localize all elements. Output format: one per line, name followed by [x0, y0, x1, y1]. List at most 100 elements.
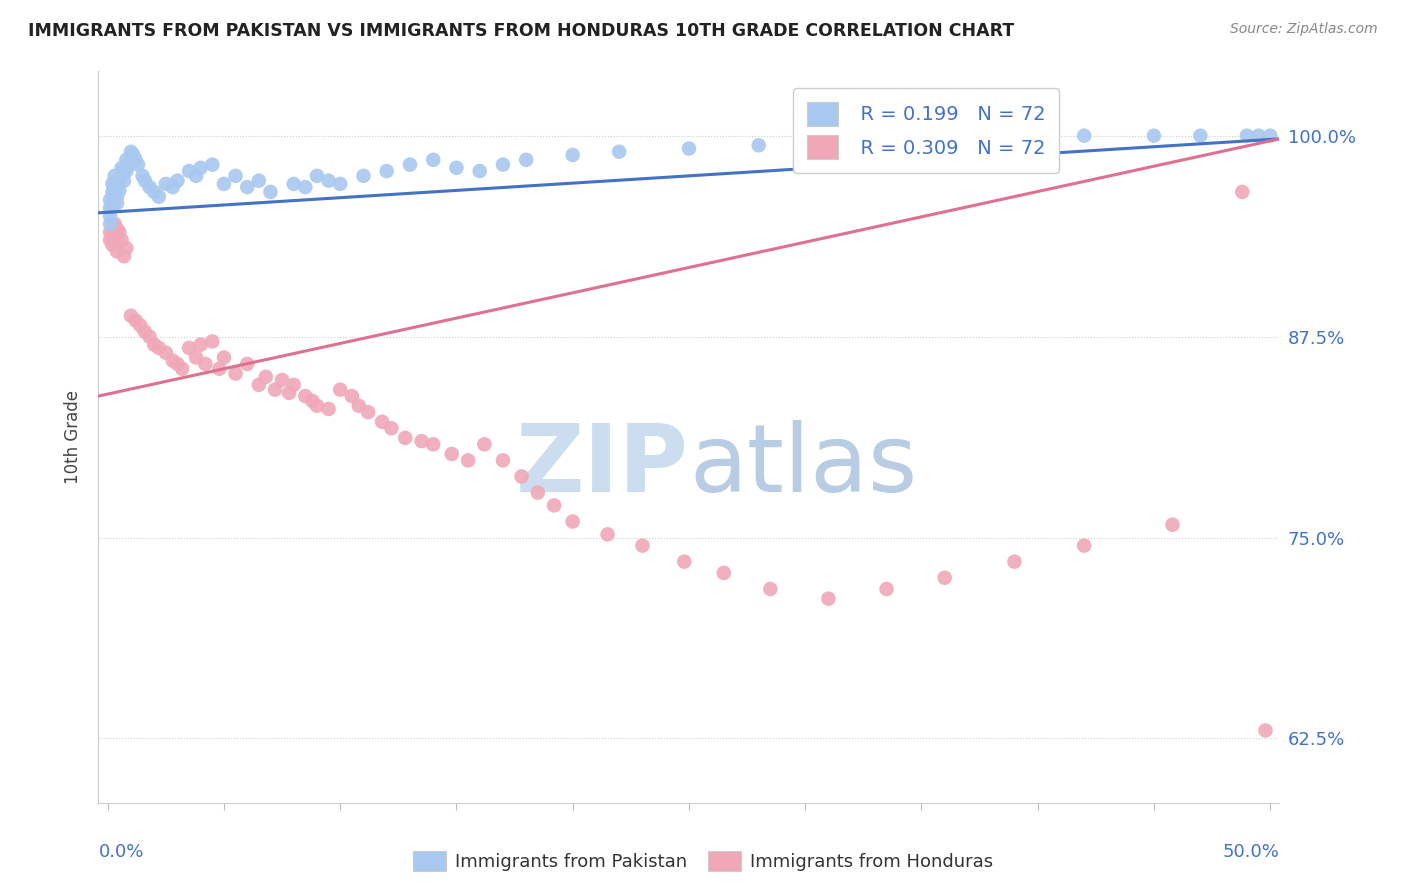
Point [143, 337, 166, 351]
Point [472, 437, 495, 451]
Point [148, 341, 170, 355]
Point [134, 174, 156, 188]
Point [98, 217, 121, 231]
Point [1026, 130, 1049, 145]
Point [101, 185, 124, 199]
Point [131, 169, 153, 183]
Point [98, 193, 121, 207]
Point [104, 217, 127, 231]
Point [329, 383, 352, 397]
Point [422, 153, 444, 167]
Point [143, 185, 166, 199]
Point [166, 174, 188, 188]
Point [1254, 723, 1277, 738]
Text: atlas: atlas [689, 420, 917, 512]
Point [104, 185, 127, 199]
Point [108, 225, 131, 239]
Point [607, 145, 630, 159]
Point [294, 389, 316, 403]
Point [631, 539, 654, 553]
Point [148, 190, 170, 204]
Text: Source: ZipAtlas.com: Source: ZipAtlas.com [1230, 22, 1378, 37]
Point [212, 351, 235, 365]
Point [561, 148, 583, 162]
Point [1232, 185, 1254, 199]
Point [155, 345, 177, 359]
Point [411, 434, 433, 449]
Point [184, 169, 207, 183]
Text: 0.0%: 0.0% [98, 843, 143, 861]
Point [115, 164, 138, 178]
Point [177, 341, 200, 355]
Point [184, 351, 207, 365]
Point [111, 233, 134, 247]
Point [122, 148, 145, 162]
Point [124, 313, 146, 327]
Text: 50.0%: 50.0% [1223, 843, 1279, 861]
Point [259, 185, 281, 199]
Point [236, 180, 259, 194]
Point [104, 231, 127, 245]
Point [98, 225, 121, 239]
Point [394, 431, 416, 445]
Point [104, 193, 127, 207]
Point [1247, 128, 1270, 143]
Point [1143, 128, 1166, 143]
Point [543, 499, 565, 513]
Point [1073, 128, 1095, 143]
Point [112, 249, 135, 263]
Point [357, 405, 380, 419]
Point [1073, 539, 1095, 553]
Point [759, 582, 782, 596]
Point [841, 135, 863, 149]
Point [101, 228, 124, 243]
Y-axis label: 10th Grade: 10th Grade [65, 390, 83, 484]
Point [162, 180, 184, 194]
Point [108, 183, 131, 197]
Point [117, 158, 139, 172]
Point [492, 158, 515, 172]
Point [166, 357, 188, 371]
Point [283, 177, 305, 191]
Point [177, 164, 200, 178]
Point [208, 361, 231, 376]
Point [264, 383, 287, 397]
Point [1161, 517, 1184, 532]
Point [375, 164, 398, 178]
Point [301, 393, 323, 408]
Point [1189, 128, 1212, 143]
Point [111, 161, 134, 175]
Point [283, 377, 305, 392]
Point [101, 238, 124, 252]
Point [934, 571, 956, 585]
Point [105, 196, 128, 211]
Point [713, 566, 735, 580]
Point [596, 527, 619, 541]
Point [817, 591, 839, 606]
Point [748, 138, 770, 153]
Point [101, 201, 124, 215]
Point [129, 318, 152, 333]
Point [236, 357, 259, 371]
Point [468, 164, 491, 178]
Point [673, 555, 696, 569]
Point [101, 193, 124, 207]
Point [201, 158, 224, 172]
Point [225, 169, 247, 183]
Point [278, 385, 301, 400]
Point [305, 169, 328, 183]
Point [98, 201, 121, 215]
Point [98, 209, 121, 223]
Point [318, 174, 340, 188]
Point [305, 399, 328, 413]
Point [271, 373, 294, 387]
Point [247, 377, 270, 392]
Point [371, 415, 394, 429]
Point [124, 153, 146, 167]
Point [190, 337, 212, 351]
Point [105, 190, 128, 204]
Point [876, 582, 898, 596]
Point [347, 399, 370, 413]
Point [134, 325, 156, 339]
Point [440, 447, 463, 461]
